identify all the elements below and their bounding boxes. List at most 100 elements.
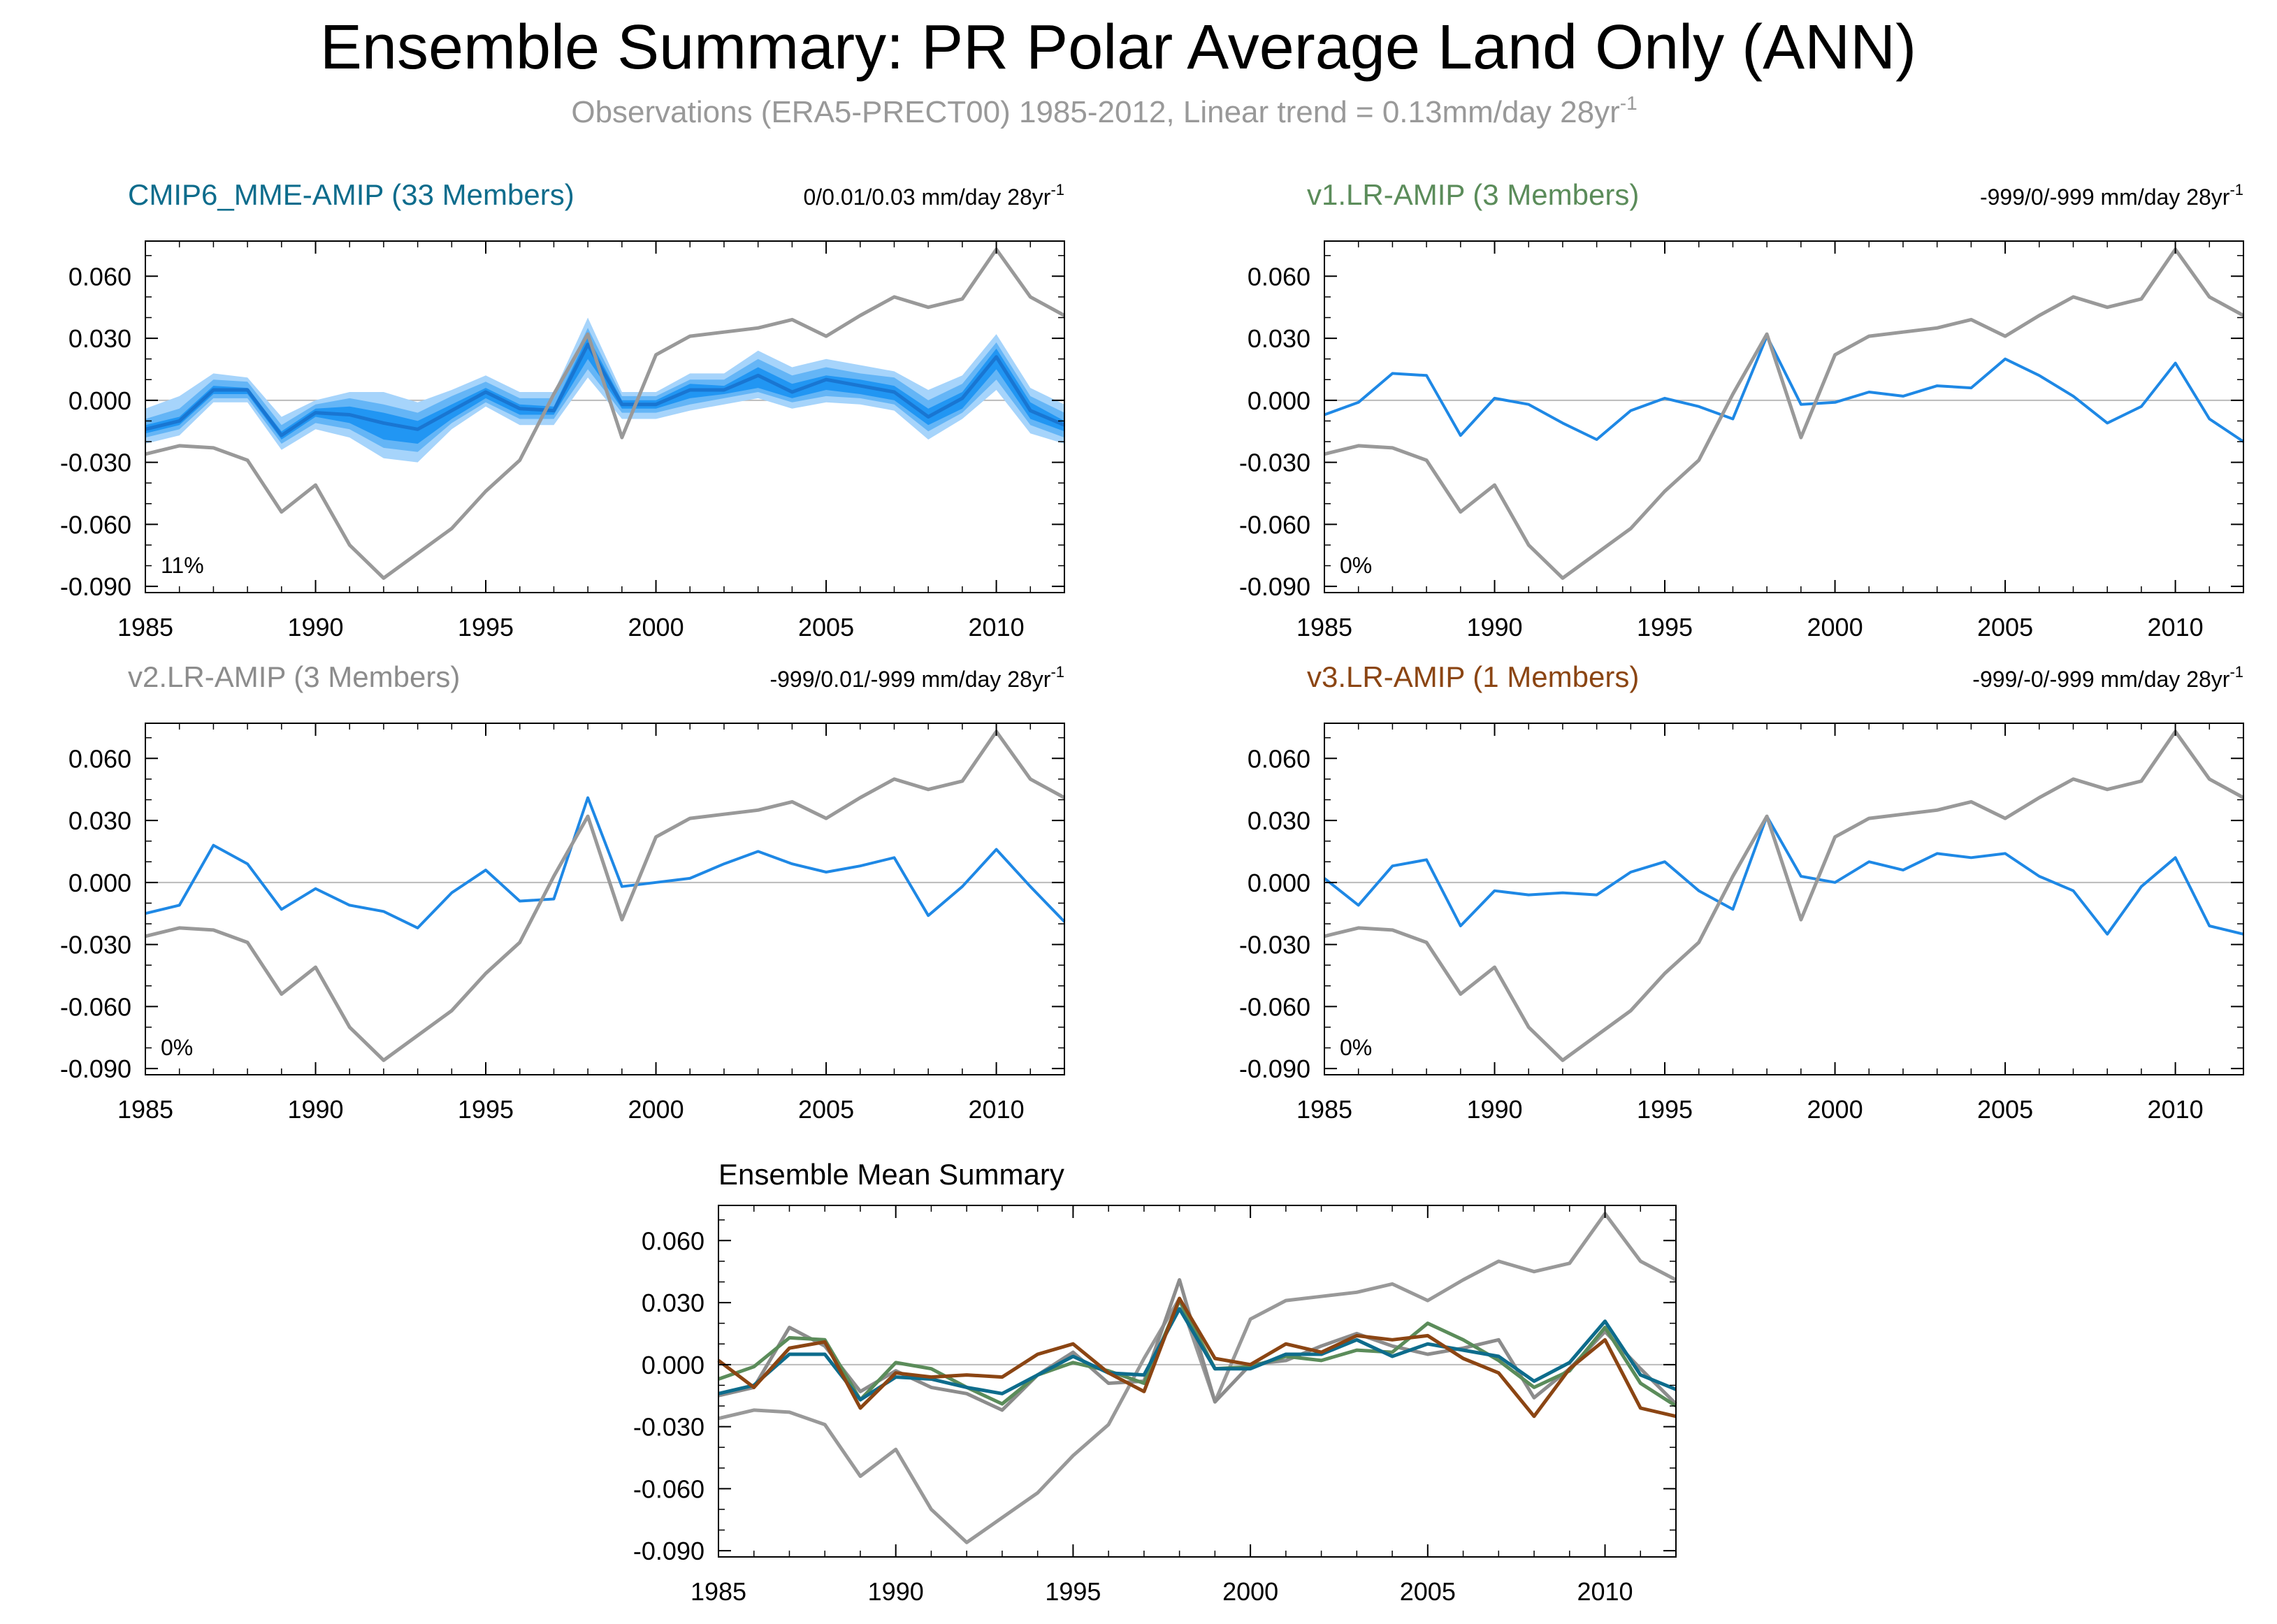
panel-trend: -999/0.01/-999 mm/day 28yr-1 — [769, 663, 1064, 692]
y-tick-label: -0.030 — [1239, 449, 1310, 477]
x-tick-label: 1985 — [1296, 613, 1352, 641]
y-tick-label: -0.030 — [1239, 931, 1310, 959]
y-tick-label: 0.030 — [642, 1289, 704, 1317]
panel-trend-sup: -1 — [1050, 181, 1064, 198]
y-tick-label: 0.060 — [1248, 744, 1310, 773]
panel-trend-sup: -1 — [2229, 181, 2243, 198]
x-tick-label: 2005 — [1400, 1577, 1456, 1606]
panel-trend-text: -999/-0/-999 mm/day 28yr — [1972, 667, 2230, 692]
panel-v2: v2.LR-AMIP (3 Members) -999/0.01/-999 mm/… — [60, 660, 1066, 1124]
x-tick-label: 1990 — [1466, 1095, 1522, 1124]
panel-trend: -999/0/-999 mm/day 28yr-1 — [1980, 181, 2243, 210]
plot-frame — [145, 723, 1065, 1075]
panel-trend: 0/0.01/0.03 mm/day 28yr-1 — [803, 181, 1064, 210]
percent-label: 0% — [1340, 553, 1372, 578]
y-tick-label: 0.000 — [68, 386, 131, 415]
panel-trend-sup: -1 — [1050, 663, 1064, 681]
y-tick-label: -0.060 — [1239, 992, 1310, 1021]
panel-summary: Ensemble Mean Summary 0.060 0.030 0.000 -0.0… — [633, 1158, 1677, 1606]
panel-title: v2.LR-AMIP (3 Members) — [128, 660, 460, 693]
series-line-obs — [718, 1212, 1677, 1544]
y-tick-label: -0.090 — [60, 572, 131, 601]
y-tick-label: -0.060 — [1239, 510, 1310, 539]
series-line-obs — [145, 730, 1066, 1062]
y-tick-label: 0.000 — [68, 869, 131, 897]
panel-trend: -999/-0/-999 mm/day 28yr-1 — [1972, 663, 2243, 692]
panel-title: CMIP6_MME-AMIP (33 Members) — [128, 178, 574, 211]
series-line-v3 — [717, 1296, 1677, 1419]
plot-frame — [718, 1205, 1677, 1558]
panel-trend-sup: -1 — [2229, 663, 2243, 681]
x-tick-label: 2010 — [2148, 1095, 2204, 1124]
x-tick-label: 2000 — [628, 1095, 684, 1124]
y-tick-label: 0.060 — [68, 744, 131, 773]
panel-title: Ensemble Mean Summary — [718, 1158, 1064, 1191]
y-tick-label: -0.030 — [60, 449, 131, 477]
x-tick-label: 1990 — [1466, 613, 1522, 641]
x-tick-label: 1985 — [117, 613, 173, 641]
series-line-v1 — [718, 1298, 1677, 1408]
y-tick-label: -0.060 — [60, 992, 131, 1021]
percent-label: 0% — [1340, 1035, 1372, 1060]
y-tick-label: -0.090 — [1239, 572, 1310, 601]
x-tick-label: 2005 — [1977, 613, 2033, 641]
panels: CMIP6_MME-AMIP (33 Members) 0/0.01/0.03 m… — [60, 178, 2245, 1606]
y-tick-label: -0.090 — [60, 1054, 131, 1083]
figure-title: Ensemble Summary: PR Polar Average Land … — [320, 13, 1916, 82]
panel-cmip6: CMIP6_MME-AMIP (33 Members) 0/0.01/0.03 m… — [60, 178, 1066, 641]
y-tick-label: 0.030 — [68, 806, 131, 835]
spread-band-2 — [145, 336, 1064, 444]
panel-trend-text: -999/0.01/-999 mm/day 28yr — [769, 667, 1050, 692]
panel-v1: v1.LR-AMIP (3 Members) -999/0/-999 mm/day… — [1239, 178, 2245, 641]
series-line-model — [1324, 335, 2245, 443]
x-tick-label: 2010 — [969, 1095, 1025, 1124]
y-tick-label: 0.060 — [642, 1226, 704, 1255]
plot-frame — [145, 240, 1065, 593]
x-tick-label: 1985 — [691, 1577, 746, 1606]
x-tick-label: 1995 — [1637, 1095, 1693, 1124]
y-tick-label: 0.030 — [1248, 324, 1310, 353]
series-line-obs — [1324, 247, 2245, 580]
series-line-model — [1323, 815, 2244, 936]
panel-v3: v3.LR-AMIP (1 Members) -999/-0/-999 mm/da… — [1239, 660, 2245, 1124]
panel-trend-text: -999/0/-999 mm/day 28yr — [1980, 184, 2230, 210]
x-tick-label: 1995 — [1045, 1577, 1101, 1606]
x-tick-label: 2000 — [1807, 613, 1863, 641]
y-tick-label: 0.060 — [1248, 262, 1310, 291]
y-tick-label: 0.030 — [68, 324, 131, 353]
y-tick-label: -0.090 — [633, 1537, 704, 1565]
y-tick-label: 0.060 — [68, 262, 131, 291]
y-tick-label: 0.000 — [1248, 386, 1310, 415]
y-tick-label: 0.000 — [1248, 869, 1310, 897]
y-tick-label: -0.060 — [60, 510, 131, 539]
x-tick-label: 2010 — [1577, 1577, 1633, 1606]
x-tick-label: 1985 — [117, 1095, 173, 1124]
plot-frame — [1324, 723, 2244, 1075]
panel-title: v3.LR-AMIP (1 Members) — [1307, 660, 1639, 693]
series-line-obs — [145, 247, 1066, 580]
y-tick-label: -0.090 — [1239, 1054, 1310, 1083]
x-tick-label: 1990 — [287, 1095, 343, 1124]
x-tick-label: 1995 — [458, 1095, 514, 1124]
x-tick-label: 1985 — [1296, 1095, 1352, 1124]
x-tick-label: 2005 — [798, 1095, 854, 1124]
y-tick-label: 0.000 — [642, 1351, 704, 1379]
figure-subtitle: Observations (ERA5-PRECT00) 1985-2012, L… — [571, 92, 1637, 129]
figure-subtitle-text: Observations (ERA5-PRECT00) 1985-2012, L… — [571, 95, 1619, 129]
y-tick-label: -0.060 — [633, 1474, 704, 1503]
x-tick-label: 2000 — [1222, 1577, 1278, 1606]
panel-trend-text: 0/0.01/0.03 mm/day 28yr — [803, 184, 1050, 210]
y-tick-label: -0.030 — [60, 931, 131, 959]
series-line-model_mean — [145, 342, 1065, 437]
figure-subtitle-sup: -1 — [1620, 92, 1638, 114]
x-tick-label: 1990 — [868, 1577, 924, 1606]
x-tick-label: 2005 — [1977, 1095, 2033, 1124]
series-line-v2 — [718, 1278, 1677, 1412]
series-line-obs — [1324, 730, 2245, 1062]
x-tick-label: 1995 — [1637, 613, 1693, 641]
y-tick-label: -0.030 — [633, 1413, 704, 1442]
x-tick-label: 2000 — [628, 613, 684, 641]
x-tick-label: 2005 — [798, 613, 854, 641]
percent-label: 0% — [161, 1035, 193, 1060]
